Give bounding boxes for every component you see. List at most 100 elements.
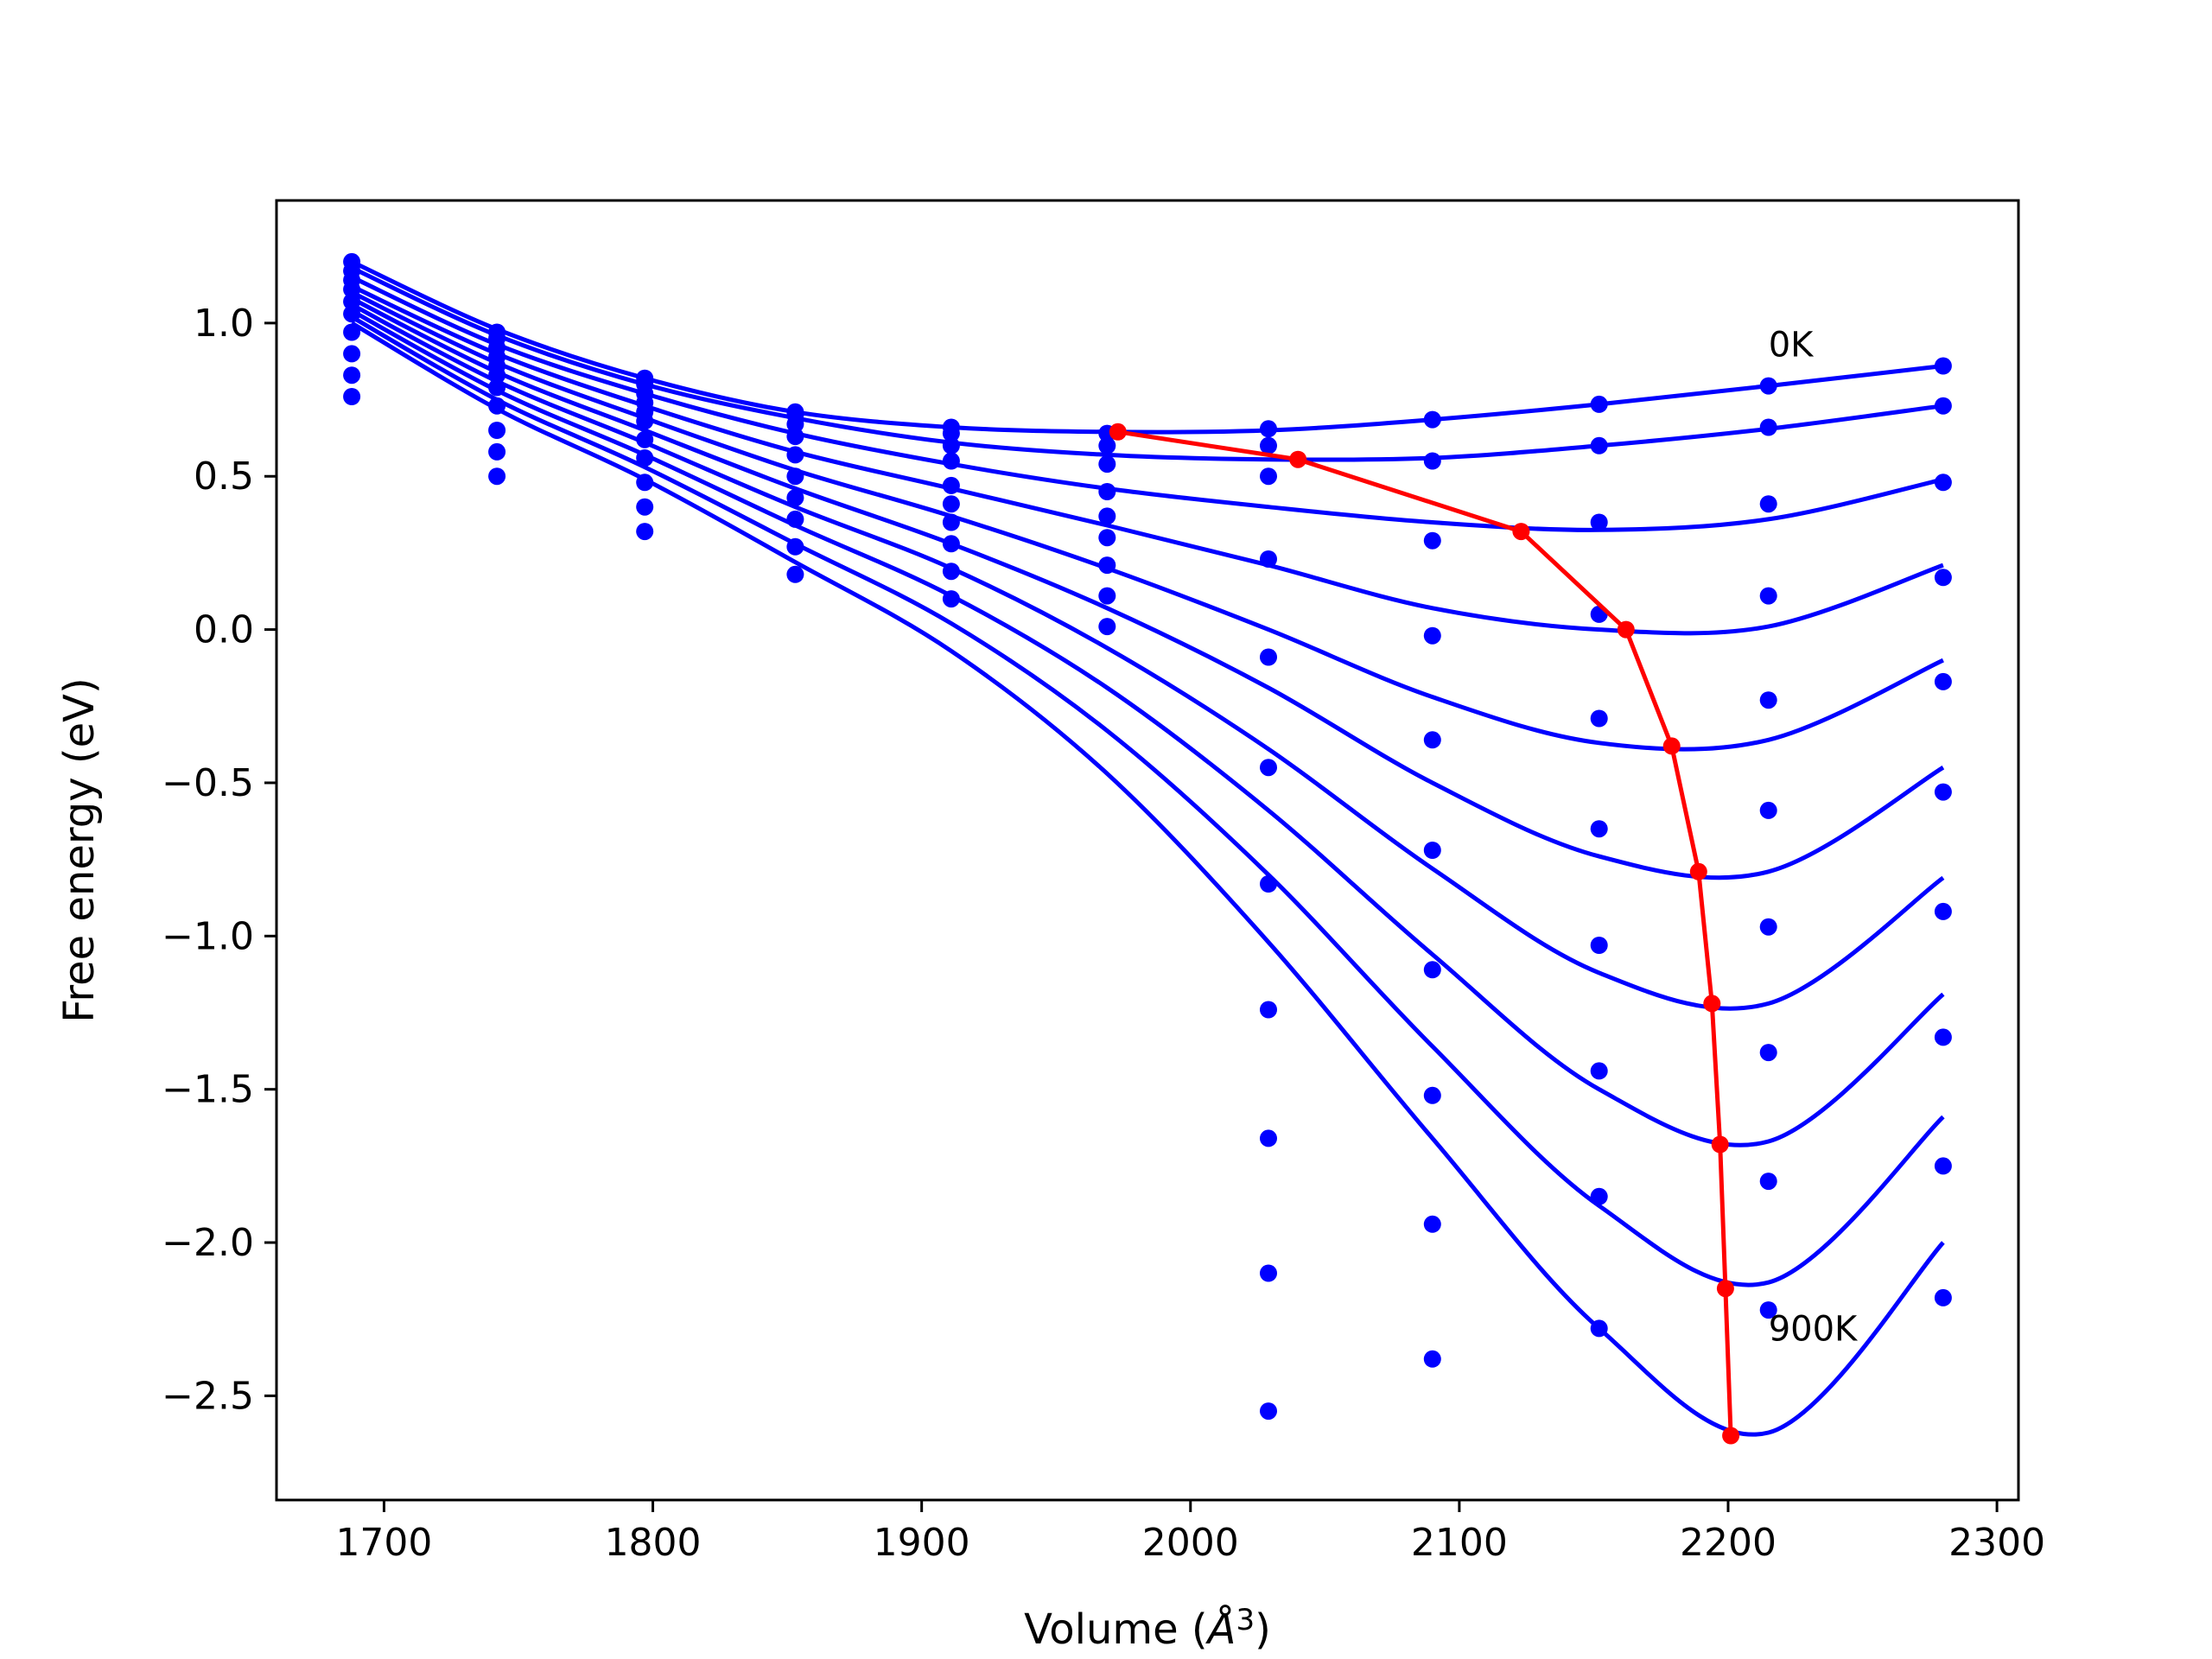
y-tick-label: −1.0 bbox=[162, 914, 254, 958]
data-point bbox=[942, 513, 960, 531]
minimum-point bbox=[1722, 1427, 1740, 1445]
minimum-line bbox=[1117, 429, 1733, 1436]
data-point bbox=[636, 474, 654, 492]
data-point bbox=[1423, 410, 1441, 429]
data-point bbox=[1934, 672, 1952, 690]
data-point bbox=[786, 446, 804, 464]
minimum-point bbox=[1711, 1135, 1729, 1154]
data-point bbox=[1260, 875, 1277, 893]
data-point bbox=[1759, 1301, 1777, 1319]
y-tick-label: 1.0 bbox=[194, 302, 254, 346]
data-point bbox=[1423, 1215, 1441, 1233]
data-point bbox=[343, 366, 361, 385]
x-axis-title: Volume (Å3) bbox=[1024, 1603, 1271, 1654]
data-point bbox=[1759, 691, 1777, 709]
data-point bbox=[1934, 397, 1952, 415]
minimum-point bbox=[1716, 1280, 1734, 1298]
fit-curve bbox=[350, 296, 1945, 880]
data-point bbox=[1098, 455, 1116, 474]
x-tick-label: 1800 bbox=[605, 1521, 702, 1565]
annotation-0k: 0K bbox=[1769, 326, 1815, 365]
data-point bbox=[343, 305, 361, 323]
fit-curve bbox=[351, 290, 1944, 752]
data-point bbox=[1098, 483, 1116, 500]
data-point bbox=[1423, 961, 1441, 979]
fit-curve bbox=[351, 284, 1944, 636]
fit-curve bbox=[351, 275, 1944, 532]
data-point bbox=[786, 489, 804, 507]
data-point bbox=[1260, 1264, 1277, 1282]
data-point bbox=[1759, 587, 1777, 605]
data-point bbox=[1759, 918, 1777, 936]
data-point bbox=[1423, 626, 1441, 645]
data-point bbox=[1260, 1001, 1277, 1019]
data-point bbox=[1934, 357, 1952, 375]
data-point bbox=[942, 563, 960, 581]
data-point bbox=[488, 397, 506, 415]
data-point bbox=[942, 452, 960, 470]
data-point bbox=[1934, 902, 1952, 920]
data-points bbox=[343, 252, 1952, 1421]
y-axis-ticks: 1.0 0.5 0.0 −0.5 −1.0 −1.5 −2.0 −2.5 bbox=[162, 302, 276, 1418]
x-axis-ticks: 1700 1800 1900 2000 2100 2200 2300 bbox=[335, 1500, 2045, 1565]
fit-curve bbox=[351, 259, 1944, 435]
data-point bbox=[1423, 842, 1441, 859]
data-point bbox=[1260, 550, 1277, 568]
data-point bbox=[636, 523, 654, 541]
data-point bbox=[488, 442, 506, 461]
data-point bbox=[1934, 1288, 1952, 1306]
data-point bbox=[1590, 1319, 1608, 1338]
fit-curve bbox=[350, 315, 1945, 1287]
data-point bbox=[343, 280, 361, 298]
data-point bbox=[1098, 556, 1116, 575]
minimum-point bbox=[1703, 995, 1721, 1013]
data-point bbox=[786, 428, 804, 446]
data-point bbox=[942, 476, 960, 494]
data-point bbox=[786, 510, 804, 528]
data-point bbox=[1423, 1350, 1441, 1368]
data-point bbox=[786, 415, 804, 433]
x-tick-label: 2000 bbox=[1142, 1521, 1239, 1565]
data-point bbox=[942, 590, 960, 608]
data-point bbox=[343, 345, 361, 363]
data-point bbox=[1590, 1062, 1608, 1080]
annotation-900k: 900K bbox=[1769, 1309, 1859, 1349]
data-point bbox=[1590, 513, 1608, 531]
minimum-point bbox=[1617, 620, 1635, 639]
data-point bbox=[1934, 569, 1952, 587]
data-point bbox=[343, 388, 361, 405]
data-point bbox=[636, 498, 654, 516]
data-point bbox=[1260, 467, 1277, 486]
data-point bbox=[636, 430, 654, 448]
fit-curve bbox=[350, 308, 1945, 1147]
minimum-energy-line bbox=[1109, 423, 1740, 1445]
data-point bbox=[488, 366, 506, 385]
data-point bbox=[1260, 759, 1277, 777]
data-point bbox=[1759, 495, 1777, 513]
minimum-point bbox=[1512, 523, 1530, 541]
data-point bbox=[1934, 783, 1952, 801]
y-tick-label: −2.0 bbox=[162, 1221, 254, 1265]
data-point bbox=[488, 378, 506, 397]
data-point bbox=[1098, 436, 1116, 454]
minimum-point bbox=[1662, 737, 1681, 755]
y-tick-label: 0.5 bbox=[194, 454, 254, 499]
x-tick-label: 2100 bbox=[1411, 1521, 1508, 1565]
data-point bbox=[1098, 507, 1116, 525]
data-point bbox=[343, 323, 361, 341]
data-point bbox=[1260, 1402, 1277, 1421]
x-tick-label: 1900 bbox=[874, 1521, 970, 1565]
data-point bbox=[1098, 618, 1116, 636]
data-point bbox=[1590, 709, 1608, 728]
data-point bbox=[786, 565, 804, 583]
data-point bbox=[1423, 731, 1441, 749]
data-point bbox=[1759, 418, 1777, 436]
data-point bbox=[942, 436, 960, 454]
data-point bbox=[636, 412, 654, 430]
fit-curves bbox=[350, 259, 1945, 1437]
plot-frame bbox=[275, 199, 2020, 1502]
x-tick-label: 2200 bbox=[1680, 1521, 1777, 1565]
data-point bbox=[488, 422, 506, 439]
data-point bbox=[1423, 452, 1441, 470]
data-point bbox=[942, 424, 960, 442]
